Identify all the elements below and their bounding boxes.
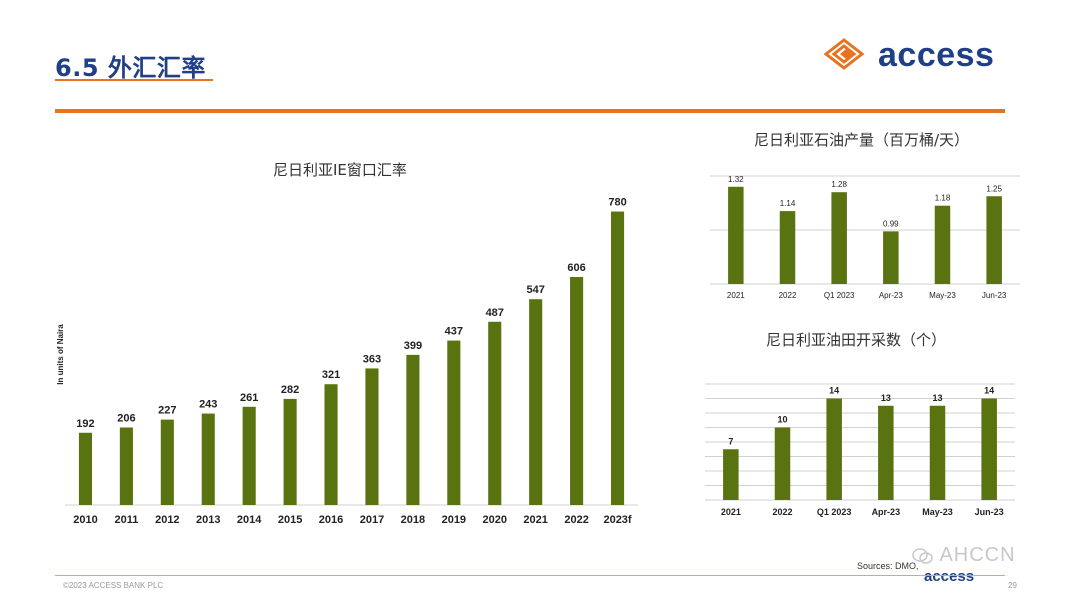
tick-label: 2022 (564, 514, 588, 526)
data-label: 7 (728, 436, 733, 446)
tick-label: Q1 2023 (824, 291, 855, 300)
watermark: AHCCN (912, 544, 1016, 567)
tick-label: 2014 (237, 514, 262, 526)
tick-label: 2021 (523, 514, 547, 526)
bar (779, 211, 796, 284)
tick-label: Apr-23 (879, 291, 904, 300)
data-label: 1.18 (935, 194, 951, 203)
tick-label: 2018 (401, 514, 425, 526)
data-label: 10 (777, 415, 787, 425)
bar (831, 192, 847, 284)
data-label: 1.28 (831, 180, 847, 189)
bar (610, 211, 625, 505)
sources-note: Sources: DMO, (857, 561, 919, 571)
bar (728, 186, 744, 284)
bar (774, 427, 791, 500)
bar (365, 368, 379, 505)
tick-label: 2020 (483, 514, 507, 526)
bar (878, 405, 894, 500)
tick-label: 2011 (114, 514, 138, 526)
bar (201, 413, 215, 505)
data-label: 363 (363, 353, 381, 365)
data-label: 1.32 (728, 175, 744, 184)
bar (406, 354, 420, 505)
bar (723, 449, 739, 500)
tick-label: 2016 (319, 514, 343, 526)
tick-label: 2012 (155, 514, 179, 526)
header-rule (55, 109, 1005, 113)
data-label: 13 (881, 393, 891, 403)
footer-logo: access (924, 568, 975, 585)
data-label: 14 (984, 386, 994, 396)
data-label: 206 (117, 412, 135, 424)
data-label: 14 (829, 386, 839, 396)
bar (78, 432, 93, 505)
bar (826, 398, 842, 500)
tick-label: 2013 (196, 514, 220, 526)
copyright: ©2023 ACCESS BANK PLC (63, 581, 164, 590)
tick-label: Q1 2023 (817, 507, 852, 517)
data-label: 192 (76, 418, 94, 430)
oil-production-chart-title: 尼日利亚石油产量（百万桶/天） (754, 131, 970, 149)
data-label: 282 (281, 384, 299, 396)
tick-label: May-23 (929, 291, 956, 300)
data-label: 437 (445, 326, 463, 338)
watermark-text: AHCCN (939, 544, 1016, 566)
tick-label: 2022 (779, 291, 797, 300)
tick-label: Jun-23 (975, 507, 1004, 517)
tick-label: 2019 (442, 514, 466, 526)
bar (981, 398, 997, 500)
data-label: 1.14 (780, 199, 796, 208)
tick-label: 2015 (278, 514, 302, 526)
bar (570, 276, 584, 505)
data-label: 399 (404, 340, 422, 352)
tick-label: May-23 (922, 507, 953, 517)
data-label: 780 (608, 197, 626, 209)
bar (883, 231, 899, 284)
tick-label: 2010 (73, 514, 97, 526)
data-label: 0.99 (883, 219, 899, 228)
footer-rule (55, 575, 1005, 576)
bar (929, 405, 946, 500)
bar (160, 419, 174, 505)
oil-production-chart: 1.32 2021 1.14 2022 1.28 Q1 2023 0.99 Apr-23 1.1… (710, 175, 1020, 300)
data-label: 606 (567, 262, 585, 274)
tick-label: Apr-23 (872, 507, 901, 517)
tick-label: 2021 (721, 507, 741, 517)
access-logo: access (824, 36, 1020, 76)
data-label: 1.25 (986, 184, 1002, 193)
title-underline (55, 79, 213, 81)
exchange-rate-chart: 192 2010 206 2011 227 2012 243 2013 261 2014 282 20… (56, 197, 638, 526)
data-label: 13 (932, 393, 942, 403)
rig-count-chart: 7 2021 10 2022 14 Q1 2023 13 Apr-23 13 May-23 14 Ju… (705, 383, 1015, 517)
access-logo-icon (824, 38, 865, 70)
logo-text: access (878, 36, 995, 74)
data-label: 487 (486, 307, 504, 319)
wechat-icon (912, 547, 933, 564)
bar (447, 340, 461, 505)
bar (934, 205, 951, 284)
page-number: 29 (1008, 581, 1017, 590)
bar (242, 406, 256, 505)
data-label: 261 (240, 392, 258, 404)
bar (986, 196, 1002, 284)
bar (488, 321, 502, 505)
tick-label: 2022 (772, 507, 792, 517)
bar (529, 299, 543, 505)
exchange-rate-chart-title: 尼日利亚IE窗口汇率 (273, 161, 407, 179)
tick-label: 2021 (727, 291, 745, 300)
tick-label: 2023f (603, 514, 631, 526)
data-label: 321 (322, 369, 340, 381)
tick-label: Jun-23 (982, 291, 1007, 300)
bar (283, 398, 297, 505)
tick-label: 2017 (360, 514, 384, 526)
page-title: 6.5 外汇汇率 (55, 54, 206, 82)
y-axis-label: In units of Naira (56, 324, 65, 385)
data-label: 243 (199, 399, 217, 411)
bar (324, 384, 338, 505)
data-label: 227 (158, 405, 176, 417)
rig-count-chart-title: 尼日利亚油田开采数（个） (766, 331, 947, 349)
bar (119, 427, 133, 505)
data-label: 547 (526, 284, 544, 296)
